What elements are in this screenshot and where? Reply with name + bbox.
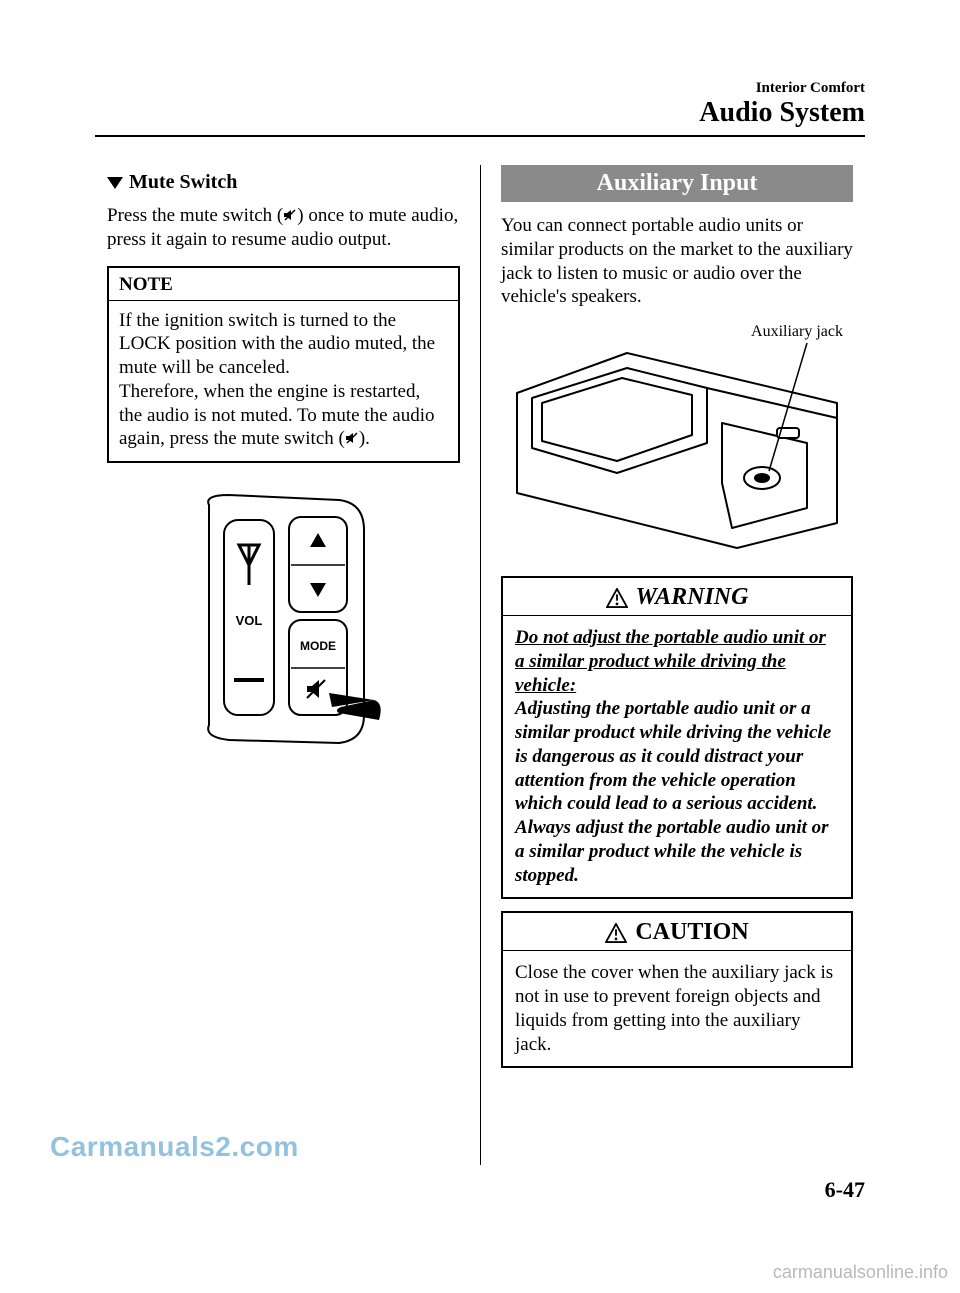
warning-triangle-icon — [606, 588, 628, 608]
aux-jack-figure: Auxiliary jack — [501, 323, 853, 558]
steering-switch-figure: VOL MODE — [107, 485, 460, 760]
aux-input-banner: Auxiliary Input — [501, 165, 853, 202]
header-super: Interior Comfort — [95, 80, 865, 97]
note-head: NOTE — [109, 268, 458, 301]
warning-text: Adjusting the portable audio unit or a s… — [515, 698, 831, 885]
watermark-carmanualsonline: carmanualsonline.info — [773, 1262, 948, 1283]
caution-triangle-icon — [605, 923, 627, 943]
mute-icon — [345, 428, 359, 442]
page-number: 6-47 — [825, 1177, 865, 1203]
header-rule — [95, 135, 865, 137]
caution-head-text: CAUTION — [635, 919, 748, 946]
caution-head: CAUTION — [503, 913, 851, 951]
mute-switch-paragraph: Press the mute switch () once to mute au… — [107, 204, 460, 252]
mute-switch-heading-text: Mute Switch — [129, 171, 237, 194]
columns: Mute Switch Press the mute switch () onc… — [95, 165, 865, 1165]
warning-lead: Do not adjust the portable audio unit or… — [515, 627, 826, 696]
warning-head: WARNING — [503, 578, 851, 616]
warning-box: WARNING Do not adjust the portable audio… — [501, 576, 853, 899]
warning-body: Do not adjust the portable audio unit or… — [503, 616, 851, 897]
triangle-down-icon — [107, 177, 123, 189]
note-body-a: If the ignition switch is turned to the … — [119, 310, 435, 379]
header-title: Audio System — [95, 97, 865, 129]
note-body: If the ignition switch is turned to the … — [109, 301, 458, 462]
mode-label: MODE — [300, 639, 336, 653]
caution-body: Close the cover when the auxiliary jack … — [503, 951, 851, 1066]
aux-paragraph: You can connect portable audio units or … — [501, 214, 853, 309]
right-column: Auxiliary Input You can connect portable… — [480, 165, 865, 1165]
vol-label: VOL — [235, 613, 262, 628]
note-box: NOTE If the ignition switch is turned to… — [107, 266, 460, 464]
mute-icon — [283, 205, 297, 219]
caution-box: CAUTION Close the cover when the auxilia… — [501, 911, 853, 1068]
manual-page: Interior Comfort Audio System Mute Switc… — [0, 0, 960, 1293]
note-body-b: Therefore, when the engine is restarted,… — [119, 381, 434, 450]
page-header: Interior Comfort Audio System — [95, 80, 865, 129]
aux-jack-label: Auxiliary jack — [751, 323, 843, 341]
mute-para-a: Press the mute switch ( — [107, 205, 283, 226]
left-column: Mute Switch Press the mute switch () onc… — [95, 165, 480, 1165]
warning-head-text: WARNING — [636, 584, 749, 611]
note-body-c: ). — [359, 428, 370, 449]
mute-switch-heading: Mute Switch — [107, 171, 460, 194]
